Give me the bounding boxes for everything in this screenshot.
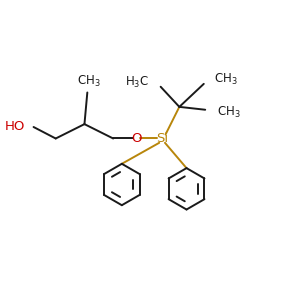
Text: CH$_3$: CH$_3$ bbox=[77, 74, 100, 89]
Text: HO: HO bbox=[5, 121, 26, 134]
Text: CH$_3$: CH$_3$ bbox=[217, 105, 240, 120]
Text: Si: Si bbox=[156, 132, 168, 145]
Text: H$_3$C: H$_3$C bbox=[125, 75, 149, 90]
Text: O: O bbox=[131, 132, 142, 145]
Text: CH$_3$: CH$_3$ bbox=[214, 72, 238, 87]
